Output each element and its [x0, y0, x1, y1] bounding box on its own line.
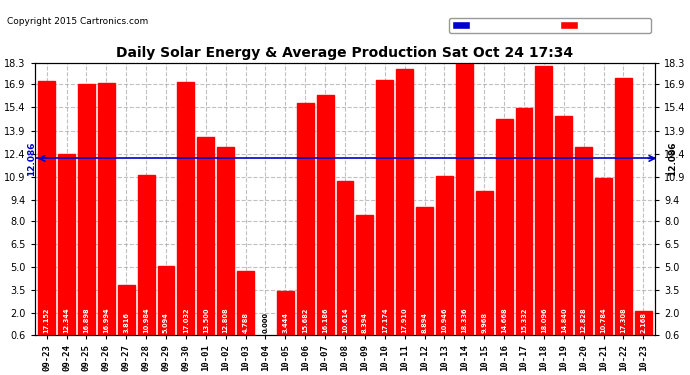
- Text: 12.828: 12.828: [581, 308, 586, 333]
- Text: 10.984: 10.984: [143, 308, 149, 333]
- Text: 12.086: 12.086: [27, 141, 36, 176]
- Bar: [436, 176, 453, 344]
- Bar: [357, 215, 373, 344]
- Text: 10.946: 10.946: [442, 308, 447, 333]
- Bar: [416, 207, 433, 344]
- Title: Daily Solar Energy & Average Production Sat Oct 24 17:34: Daily Solar Energy & Average Production …: [117, 46, 573, 60]
- Bar: [237, 270, 254, 344]
- Text: 5.094: 5.094: [163, 312, 169, 333]
- Bar: [58, 154, 75, 344]
- Text: 10.614: 10.614: [342, 308, 348, 333]
- Bar: [575, 147, 592, 344]
- Text: 2.168: 2.168: [640, 312, 647, 333]
- Text: 12.086: 12.086: [668, 141, 677, 176]
- Text: 8.894: 8.894: [422, 312, 428, 333]
- Text: 15.332: 15.332: [521, 308, 527, 333]
- Text: 17.308: 17.308: [620, 308, 627, 333]
- Bar: [137, 176, 155, 344]
- Bar: [317, 95, 333, 344]
- Bar: [555, 116, 572, 344]
- Bar: [337, 181, 353, 344]
- Text: 13.500: 13.500: [203, 308, 209, 333]
- Text: 17.174: 17.174: [382, 308, 388, 333]
- Bar: [495, 119, 513, 344]
- Bar: [38, 81, 55, 344]
- Text: 9.968: 9.968: [481, 312, 487, 333]
- Text: 12.808: 12.808: [223, 308, 228, 333]
- Text: 0.000: 0.000: [262, 312, 268, 333]
- Text: 17.910: 17.910: [402, 308, 408, 333]
- Text: 3.444: 3.444: [282, 312, 288, 333]
- Text: 15.682: 15.682: [302, 308, 308, 333]
- Text: 12.344: 12.344: [63, 308, 70, 333]
- Bar: [78, 84, 95, 344]
- Bar: [157, 266, 175, 344]
- Bar: [595, 178, 612, 344]
- Text: 18.336: 18.336: [462, 308, 467, 333]
- Legend: Average  (kWh), Daily  (kWh): Average (kWh), Daily (kWh): [449, 18, 651, 33]
- Text: 8.394: 8.394: [362, 312, 368, 333]
- Bar: [476, 191, 493, 344]
- Bar: [118, 285, 135, 344]
- Bar: [197, 136, 214, 344]
- Bar: [297, 103, 314, 344]
- Text: 14.840: 14.840: [561, 308, 566, 333]
- Text: 14.668: 14.668: [501, 308, 507, 333]
- Text: 18.096: 18.096: [541, 308, 547, 333]
- Bar: [376, 80, 393, 344]
- Bar: [396, 69, 413, 344]
- Bar: [515, 108, 533, 344]
- Text: Copyright 2015 Cartronics.com: Copyright 2015 Cartronics.com: [7, 17, 148, 26]
- Text: 16.186: 16.186: [322, 308, 328, 333]
- Text: 16.898: 16.898: [83, 308, 90, 333]
- Text: 17.152: 17.152: [43, 308, 50, 333]
- Bar: [615, 78, 632, 344]
- Text: 3.816: 3.816: [124, 312, 129, 333]
- Text: 16.994: 16.994: [104, 308, 109, 333]
- Text: 4.788: 4.788: [243, 312, 248, 333]
- Bar: [535, 66, 553, 344]
- Bar: [456, 62, 473, 344]
- Bar: [98, 83, 115, 344]
- Text: 10.784: 10.784: [600, 308, 607, 333]
- Bar: [177, 82, 195, 344]
- Bar: [277, 291, 294, 344]
- Bar: [217, 147, 234, 344]
- Bar: [635, 311, 652, 344]
- Text: 17.032: 17.032: [183, 308, 189, 333]
